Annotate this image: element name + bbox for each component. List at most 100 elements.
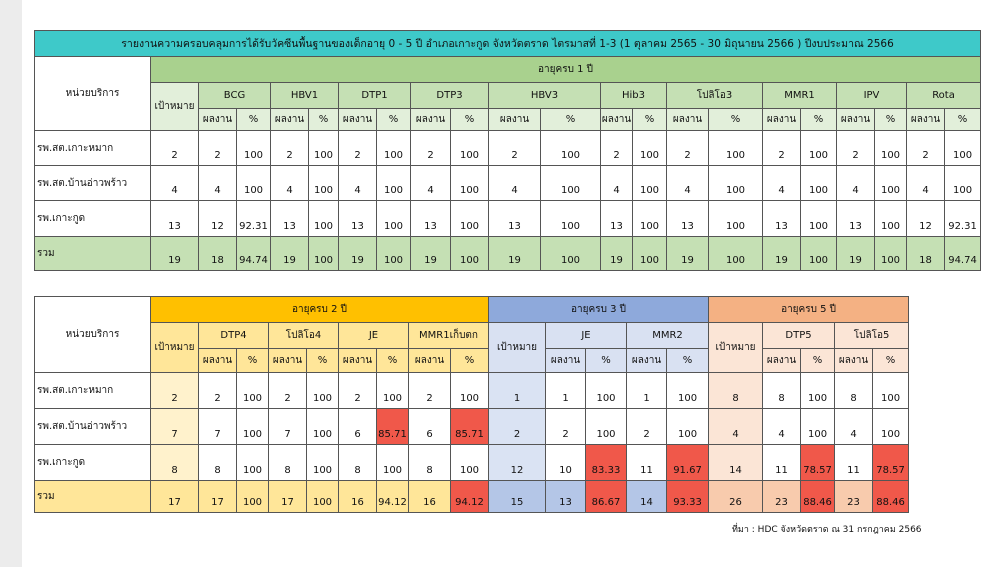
vaccine-header: BCG <box>198 82 271 109</box>
vaccine-header: DTP4 <box>198 322 269 349</box>
value-cell: 100 <box>376 200 411 237</box>
unit-name: รวม <box>34 236 151 271</box>
value-cell: 100 <box>800 200 837 237</box>
report-title: รายงานความครอบคลุมการได้รับวัคซีนพื้นฐาน… <box>33 30 982 57</box>
value-cell: 100 <box>236 480 269 513</box>
percent-header: % <box>585 348 627 373</box>
value-cell: 100 <box>800 130 837 166</box>
percent-header: % <box>450 108 489 131</box>
value-cell: 100 <box>800 372 836 409</box>
value-cell: 94.74 <box>236 236 271 271</box>
value-cell: 13 <box>338 200 377 237</box>
value-cell: 6 <box>338 408 377 445</box>
value-cell: 2 <box>626 408 667 445</box>
value-cell: 93.33 <box>665 480 710 513</box>
value-cell: 19 <box>410 236 451 271</box>
value-cell: 100 <box>665 372 710 409</box>
unit-name: รพ.เกาะกูด <box>34 444 151 481</box>
value-cell: 23 <box>834 480 874 513</box>
value-cell: 2 <box>488 408 546 445</box>
unit-name: รพ.สต.เกาะหมาก <box>34 372 151 409</box>
value-cell: 94.12 <box>376 480 409 513</box>
value-cell: 100 <box>800 236 837 271</box>
percent-header: % <box>306 348 339 373</box>
value-cell: 94.74 <box>943 236 982 271</box>
unit-name: รพ.สต.บ้านอ่าวพร้าว <box>34 165 151 201</box>
value-cell: 8 <box>834 372 874 409</box>
percent-header: % <box>874 108 907 131</box>
vaccine-header: Rota <box>905 82 982 109</box>
value-cell: 100 <box>800 408 836 445</box>
value-cell: 2 <box>906 130 945 166</box>
value-cell: 17 <box>198 480 237 513</box>
source-note: ที่มา : HDC จังหวัดตราด ณ 31 กรกฎาคม 256… <box>732 525 922 535</box>
value-cell: 15 <box>488 480 546 513</box>
value-cell: 4 <box>762 165 801 201</box>
result-header: ผลงาน <box>338 108 377 131</box>
percent-header: % <box>800 348 836 373</box>
value-cell: 100 <box>308 130 339 166</box>
value-cell: 2 <box>666 130 709 166</box>
vaccine-header: MMR2 <box>625 322 710 349</box>
vaccine-header: DTP5 <box>762 322 836 349</box>
value-cell: 13 <box>600 200 633 237</box>
result-header: ผลงาน <box>762 108 801 131</box>
value-cell: 100 <box>236 408 269 445</box>
value-cell: 100 <box>632 236 667 271</box>
value-cell: 13 <box>762 200 801 237</box>
value-cell: 4 <box>198 165 237 201</box>
value-cell: 4 <box>488 165 541 201</box>
result-header: ผลงาน <box>338 348 377 373</box>
result-header: ผลงาน <box>545 348 586 373</box>
value-cell: 13 <box>488 200 541 237</box>
vaccine-header: HBV3 <box>488 82 601 109</box>
coverage-table-2-5yr: หน่วยบริการ อายุครบ 2 ปี อายุครบ 3 ปี อายุค… <box>34 296 910 513</box>
value-cell: 100 <box>450 444 489 481</box>
value-cell: 100 <box>665 408 710 445</box>
value-cell: 4 <box>150 165 199 201</box>
value-cell: 100 <box>450 130 489 166</box>
value-cell: 2 <box>338 372 377 409</box>
value-cell: 4 <box>666 165 709 201</box>
value-cell: 10 <box>545 444 586 481</box>
target-header: เป้าหมาย <box>150 82 199 131</box>
unit-name: รพ.เกาะกูด <box>34 200 151 237</box>
value-cell: 13 <box>410 200 451 237</box>
vaccine-header: MMR1 <box>762 82 837 109</box>
percent-header: % <box>800 108 837 131</box>
value-cell: 100 <box>236 444 269 481</box>
value-cell: 83.33 <box>585 444 627 481</box>
percent-header: % <box>376 108 411 131</box>
value-cell: 19 <box>762 236 801 271</box>
value-cell: 2 <box>198 130 237 166</box>
value-cell: 4 <box>834 408 874 445</box>
value-cell: 14 <box>626 480 667 513</box>
value-cell: 4 <box>600 165 633 201</box>
side-strip <box>0 0 22 567</box>
vaccine-header: HBV1 <box>270 82 339 109</box>
result-header: ผลงาน <box>600 108 633 131</box>
value-cell: 100 <box>943 165 982 201</box>
value-cell: 2 <box>410 130 451 166</box>
result-header: ผลงาน <box>762 348 802 373</box>
age-group-header: อายุครบ 3 ปี <box>487 296 710 323</box>
value-cell: 100 <box>450 200 489 237</box>
value-cell: 8 <box>762 372 802 409</box>
unit-name: รพ.สต.เกาะหมาก <box>34 130 151 166</box>
result-header: ผลงาน <box>198 108 237 131</box>
percent-header: % <box>708 108 763 131</box>
result-header: ผลงาน <box>270 108 309 131</box>
value-cell: 11 <box>762 444 802 481</box>
value-cell: 100 <box>450 372 489 409</box>
vaccine-header: โปลิโอ4 <box>268 322 339 349</box>
value-cell: 19 <box>338 236 377 271</box>
unit-name: รพ.สต.บ้านอ่าวพร้าว <box>34 408 151 445</box>
percent-header: % <box>872 348 910 373</box>
value-cell: 8 <box>150 444 199 481</box>
value-cell: 2 <box>762 130 801 166</box>
age-group-header: อายุครบ 1 ปี <box>149 56 982 83</box>
value-cell: 1 <box>626 372 667 409</box>
vaccine-header: IPV <box>836 82 907 109</box>
value-cell: 4 <box>906 165 945 201</box>
percent-header: % <box>376 348 409 373</box>
